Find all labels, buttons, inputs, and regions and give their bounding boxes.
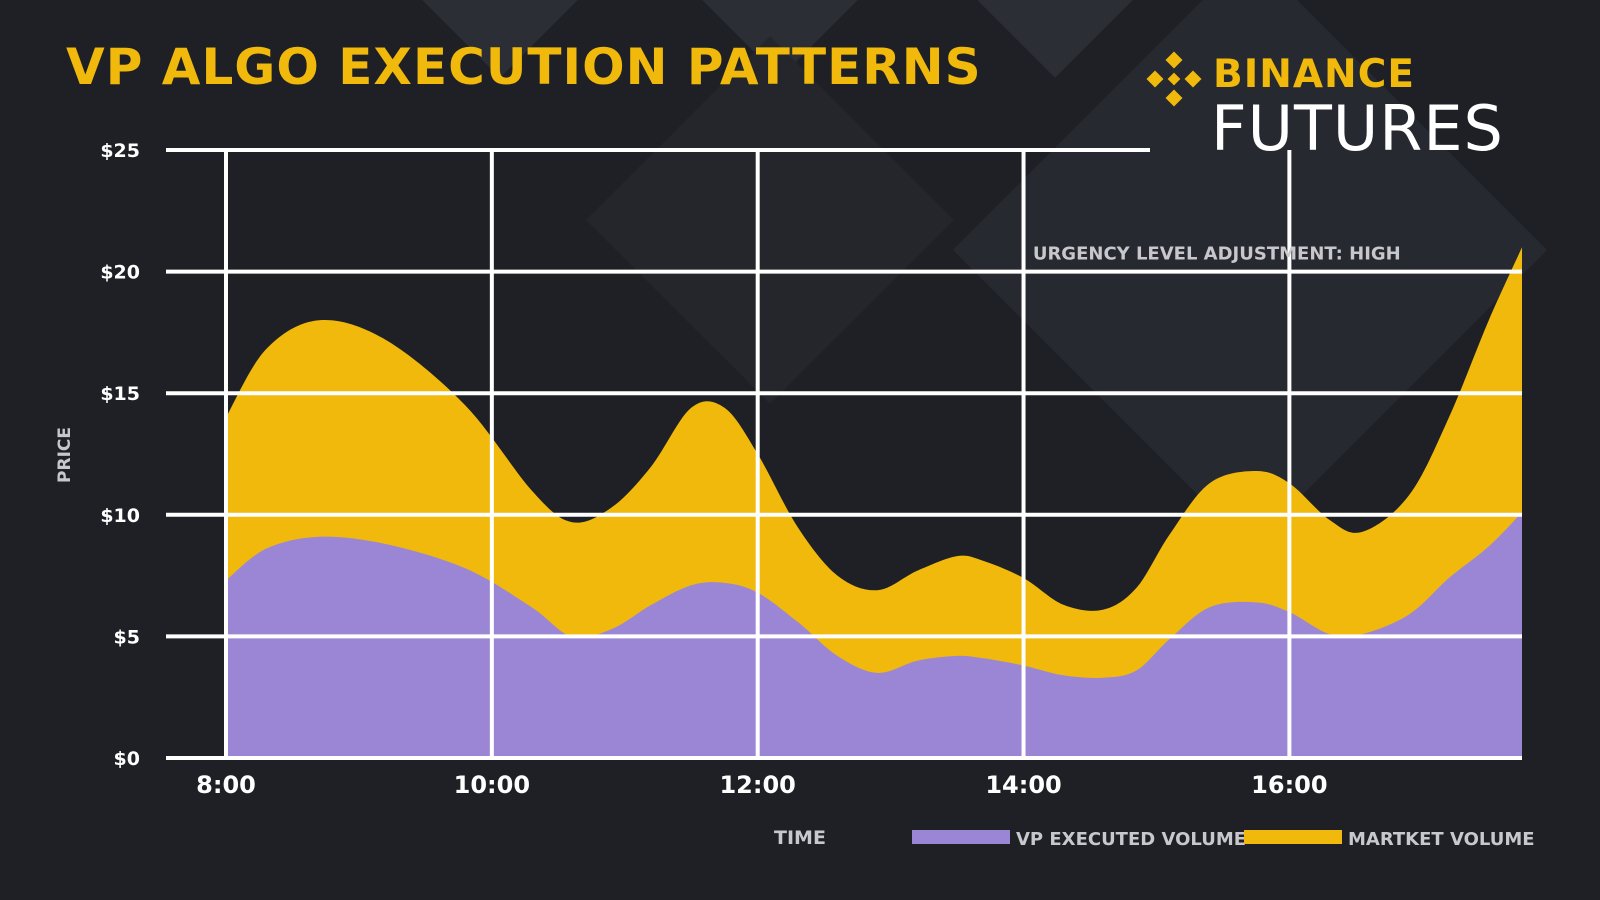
logo-brand-text: BINANCE — [1213, 52, 1415, 97]
binance-diamond-icon — [1146, 51, 1202, 107]
y-tick-label: $25 — [100, 140, 140, 162]
y-axis-tick-labels: $0 $5 $10 $15 $20 $25 — [100, 140, 140, 770]
x-tick-label: 10:00 — [454, 771, 530, 799]
page-title: VP ALGO EXECUTION PATTERNS — [66, 38, 982, 96]
series-areas — [226, 247, 1522, 759]
x-tick-label: 14:00 — [985, 771, 1061, 799]
area-vp-executed-volume — [226, 512, 1522, 758]
logo-product-text: FUTURES — [1211, 92, 1504, 165]
x-axis-title: TIME — [774, 827, 826, 849]
y-tick-label: $0 — [114, 748, 140, 770]
legend-swatch-vp-executed-volume — [912, 830, 1010, 844]
x-axis-tick-labels: 8:00 10:00 12:00 14:00 16:00 — [196, 771, 1327, 799]
legend-label-vp-executed-volume: VP EXECUTED VOLUME — [1016, 829, 1246, 850]
binance-futures-logo: BINANCE FUTURES — [1145, 50, 1545, 165]
x-tick-label: 12:00 — [719, 771, 795, 799]
urgency-annotation: URGENCY LEVEL ADJUSTMENT: HIGH — [1033, 243, 1401, 264]
y-tick-label: $20 — [100, 262, 140, 284]
y-tick-label: $15 — [100, 383, 140, 405]
grid-lines — [166, 148, 1522, 760]
y-axis-title: PRICE — [55, 427, 75, 483]
legend: VP EXECUTED VOLUME MARTKET VOLUME — [912, 829, 1535, 850]
y-tick-label: $10 — [100, 505, 140, 527]
legend-swatch-martket-volume — [1244, 830, 1342, 844]
x-tick-label: 8:00 — [196, 771, 256, 799]
legend-label-martket-volume: MARTKET VOLUME — [1348, 829, 1535, 850]
x-tick-label: 16:00 — [1251, 771, 1327, 799]
y-tick-label: $5 — [114, 626, 140, 648]
